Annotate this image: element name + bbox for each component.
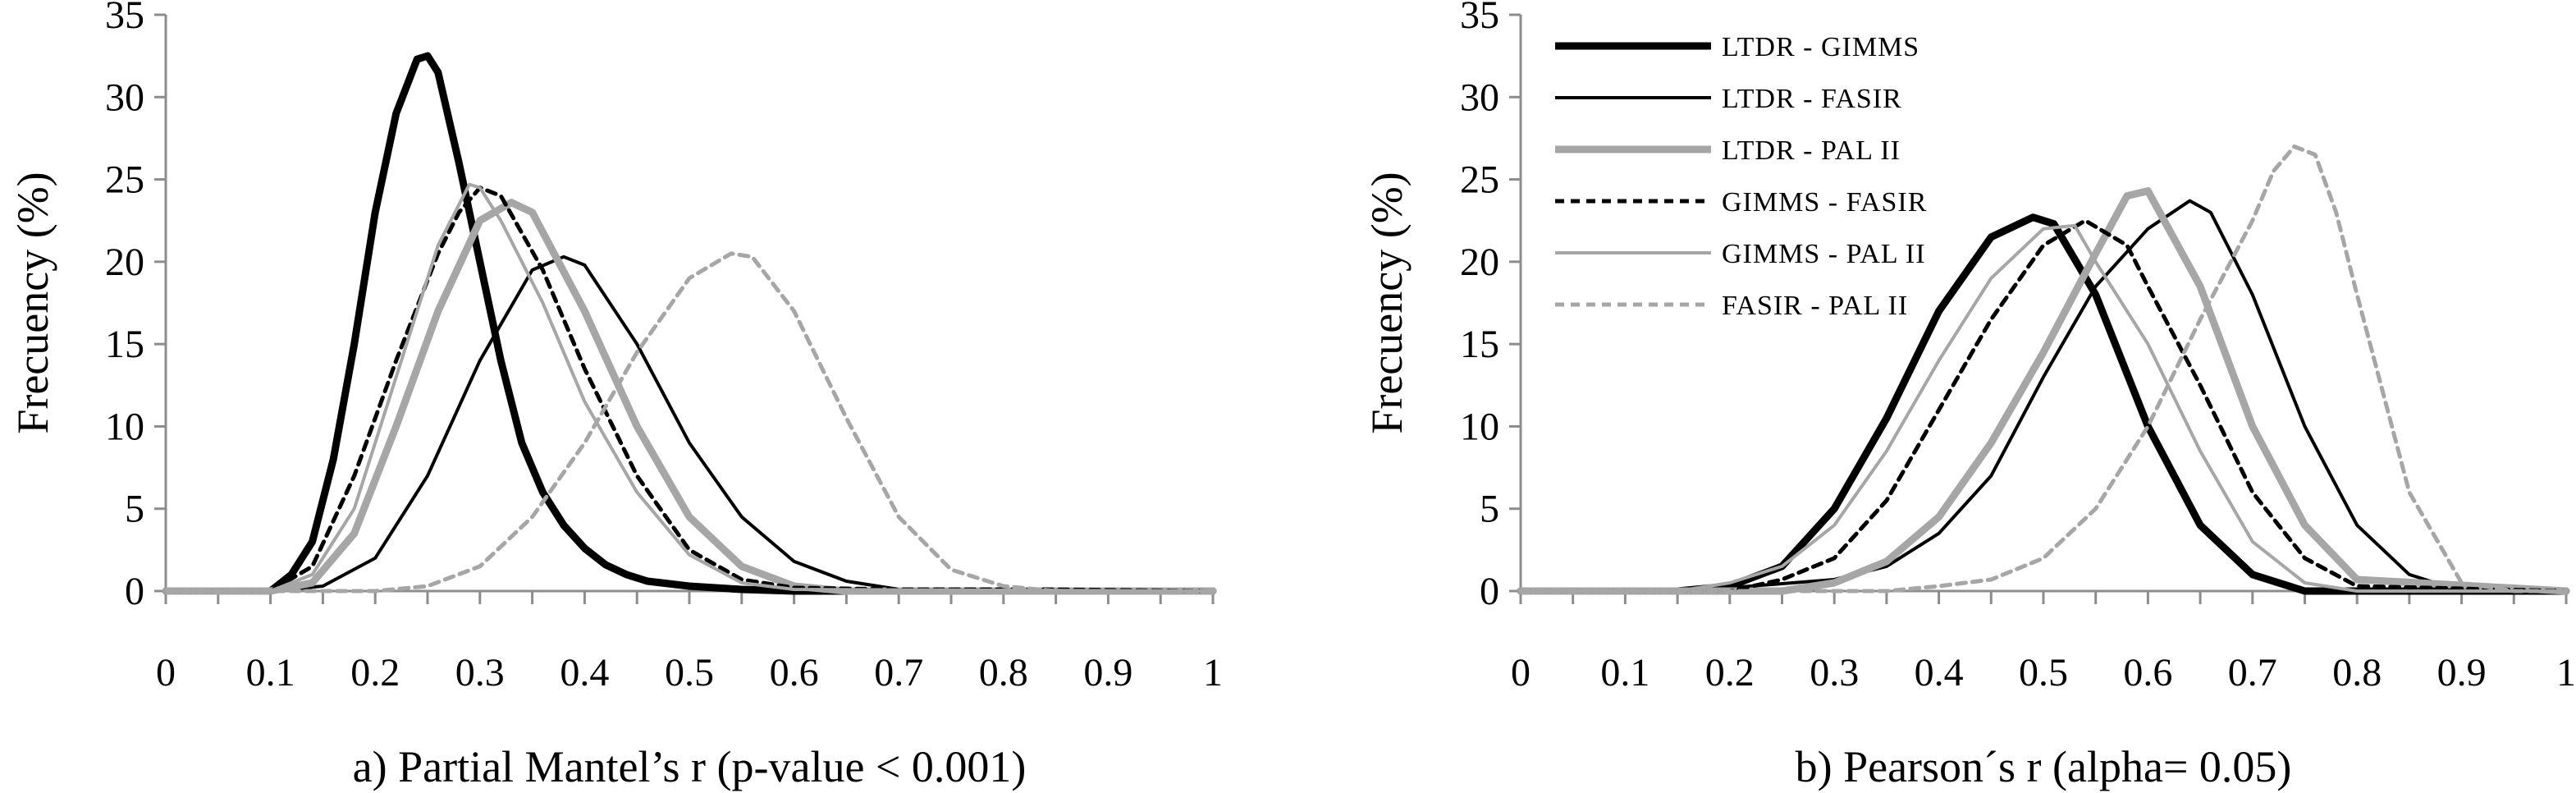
series-line-ltdr-fasir bbox=[1519, 199, 2568, 593]
y-tick-label: 10 bbox=[1460, 405, 1499, 448]
x-axis-title: b) Pearson´s r (alpha= 0.05) bbox=[1796, 742, 2292, 791]
legend-label: GIMMS - PAL II bbox=[1722, 239, 1926, 269]
y-tick-label: 35 bbox=[105, 0, 144, 37]
series-line-ltdr-gimms bbox=[1517, 213, 2570, 595]
series-line-fasir-pal-ii bbox=[1518, 144, 2569, 594]
x-tick-label: 0.1 bbox=[1600, 651, 1649, 694]
x-tick-label: 0.9 bbox=[2437, 651, 2487, 694]
x-axis-title: a) Partial Mantel’s r (p-value < 0.001) bbox=[353, 742, 1027, 791]
y-tick-label: 20 bbox=[105, 241, 144, 284]
x-tick-label: 0.8 bbox=[979, 651, 1028, 694]
series-line-gimms-fasir bbox=[163, 186, 1215, 594]
y-tick-label: 0 bbox=[125, 570, 144, 613]
y-tick-label: 10 bbox=[105, 405, 144, 448]
legend-label: LTDR - PAL II bbox=[1722, 135, 1901, 166]
x-tick-label: 0.7 bbox=[874, 651, 923, 694]
y-tick-label: 30 bbox=[105, 76, 144, 119]
x-tick-label: 0.4 bbox=[560, 651, 609, 694]
x-tick-label: 0.9 bbox=[1083, 651, 1132, 694]
series-line-fasir-pal-ii bbox=[163, 251, 1215, 594]
x-tick-label: 0.8 bbox=[2332, 651, 2382, 694]
legend: LTDR - GIMMS LTDR - FASIR LTDR - PAL II GIM… bbox=[1555, 32, 1927, 321]
y-axis-title: Frecuency (%) bbox=[8, 172, 57, 433]
x-tick-label: 0 bbox=[156, 651, 176, 694]
x-tick-label: 0.5 bbox=[2019, 651, 2068, 694]
x-tick-label: 0.2 bbox=[1705, 651, 1755, 694]
y-axis-title: Frecuency (%) bbox=[1362, 172, 1412, 433]
x-tick-label: 0 bbox=[1511, 651, 1531, 694]
legend-label: FASIR - PAL II bbox=[1722, 291, 1908, 321]
x-tick-label: 0.5 bbox=[665, 651, 714, 694]
series-line-ltdr-pal-ii bbox=[162, 199, 1217, 595]
series-line-ltdr-gimms bbox=[162, 52, 1217, 595]
series-line-ltdr-pal-ii bbox=[1517, 187, 2570, 595]
legend-label: LTDR - GIMMS bbox=[1722, 32, 1919, 62]
x-tick-label: 1 bbox=[1203, 651, 1223, 694]
y-tick-label: 0 bbox=[1480, 570, 1499, 613]
x-tick-label: 0.1 bbox=[246, 651, 295, 694]
y-tick-label: 35 bbox=[1460, 0, 1499, 37]
y-tick-label: 25 bbox=[1460, 158, 1499, 202]
series-line-ltdr-fasir bbox=[164, 254, 1215, 593]
legend-label: GIMMS - FASIR bbox=[1722, 187, 1927, 218]
x-tick-label: 0.3 bbox=[1810, 651, 1859, 694]
series-line-gimms-fasir bbox=[1518, 218, 2569, 594]
x-tick-label: 0.7 bbox=[2228, 651, 2277, 694]
y-tick-label: 30 bbox=[1460, 76, 1499, 119]
x-tick-label: 0.6 bbox=[770, 651, 819, 694]
y-tick-label: 25 bbox=[105, 158, 144, 202]
series-line-gimms-pal-ii bbox=[1519, 223, 2568, 593]
x-tick-label: 0.2 bbox=[350, 651, 400, 694]
legend-label: LTDR - FASIR bbox=[1722, 84, 1902, 114]
series-line-gimms-pal-ii bbox=[164, 182, 1215, 593]
y-tick-label: 5 bbox=[1480, 488, 1499, 531]
y-tick-label: 15 bbox=[105, 323, 144, 366]
chart-panel-b: 0 5 10 15 20 25 30 35 0 0.1 0.2 0.3 0.4 0.5 0.6 0.7 0.8 0… bbox=[1362, 0, 2576, 791]
chart-panel-a: 0 5 10 15 20 25 30 35 0 0.1 0.2 0.3 0.4 0.5 0.6 0.7 0.8 0… bbox=[8, 0, 1223, 791]
x-tick-label: 0.4 bbox=[1915, 651, 1964, 694]
y-tick-label: 5 bbox=[125, 488, 144, 531]
x-tick-label: 0.6 bbox=[2123, 651, 2172, 694]
x-tick-label: 1 bbox=[2556, 651, 2576, 694]
y-tick-label: 20 bbox=[1460, 241, 1499, 284]
y-tick-label: 15 bbox=[1460, 323, 1499, 366]
x-tick-label: 0.3 bbox=[455, 651, 505, 694]
